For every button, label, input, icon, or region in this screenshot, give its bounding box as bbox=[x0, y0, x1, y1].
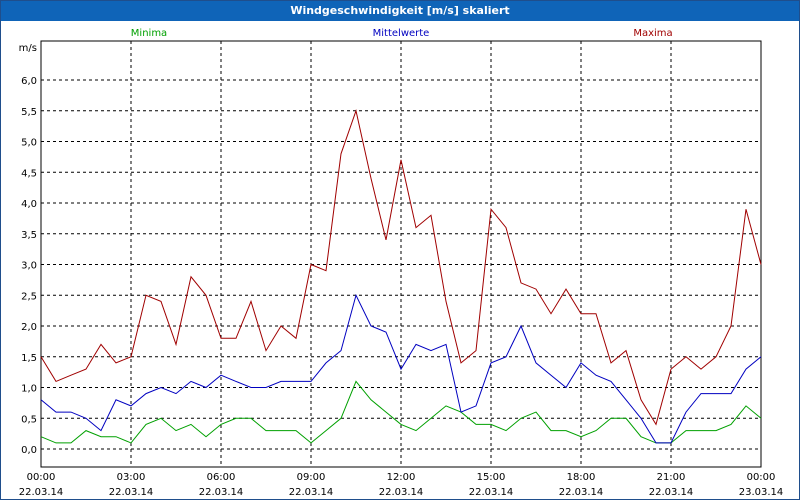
x-tick-time: 15:00 bbox=[477, 472, 506, 483]
series-line-maxima bbox=[40, 108, 762, 426]
y-tick-label: 3,0 bbox=[21, 261, 37, 272]
y-tick-label: 4,0 bbox=[21, 199, 37, 210]
series-line-mittelwerte bbox=[40, 293, 762, 444]
y-axis-label: m/s bbox=[19, 43, 37, 54]
legend-label-maxima: Maxima bbox=[633, 28, 672, 39]
y-tick-label: 0,0 bbox=[21, 445, 37, 456]
series-line-minima bbox=[40, 380, 762, 444]
x-tick-date: 22.03.14 bbox=[559, 487, 604, 498]
x-tick-time: 00:00 bbox=[27, 472, 56, 483]
x-tick-date: 23.03.14 bbox=[739, 487, 784, 498]
x-tick-time: 18:00 bbox=[567, 472, 596, 483]
y-tick-label: 1,0 bbox=[21, 384, 37, 395]
x-tick-date: 22.03.14 bbox=[289, 487, 334, 498]
y-tick-label: 5,0 bbox=[21, 138, 37, 149]
legend-label-mittelwerte: Mittelwerte bbox=[373, 28, 430, 39]
x-tick-time: 06:00 bbox=[207, 472, 236, 483]
y-tick-label: 6,0 bbox=[21, 76, 37, 87]
legend-label-minima: Minima bbox=[131, 28, 167, 39]
x-tick-time: 09:00 bbox=[297, 472, 326, 483]
y-tick-label: 0,5 bbox=[21, 414, 37, 425]
x-tick-date: 22.03.14 bbox=[199, 487, 244, 498]
y-tick-label: 3,5 bbox=[21, 230, 37, 241]
x-tick-time: 12:00 bbox=[387, 472, 416, 483]
y-tick-label: 4,5 bbox=[21, 168, 37, 179]
window-title: Windgeschwindigkeit [m/s] skaliert bbox=[1, 1, 799, 21]
x-tick-date: 22.03.14 bbox=[19, 487, 64, 498]
y-tick-label: 2,0 bbox=[21, 322, 37, 333]
x-tick-time: 21:00 bbox=[657, 472, 686, 483]
y-tick-label: 5,5 bbox=[21, 107, 37, 118]
x-tick-time: 00:00 bbox=[747, 472, 776, 483]
x-tick-date: 22.03.14 bbox=[379, 487, 424, 498]
x-tick-date: 22.03.14 bbox=[109, 487, 154, 498]
x-tick-date: 22.03.14 bbox=[469, 487, 514, 498]
x-tick-date: 22.03.14 bbox=[649, 487, 694, 498]
y-tick-label: 2,5 bbox=[21, 291, 37, 302]
y-tick-label: 1,5 bbox=[21, 353, 37, 364]
x-tick-time: 03:00 bbox=[117, 472, 146, 483]
chart-area: 0,0 0,5 1,0 1,5 2,0 2,5 3,0 3,5 4,0 4,5 5,0 5,5 6,0 m… bbox=[19, 28, 784, 498]
